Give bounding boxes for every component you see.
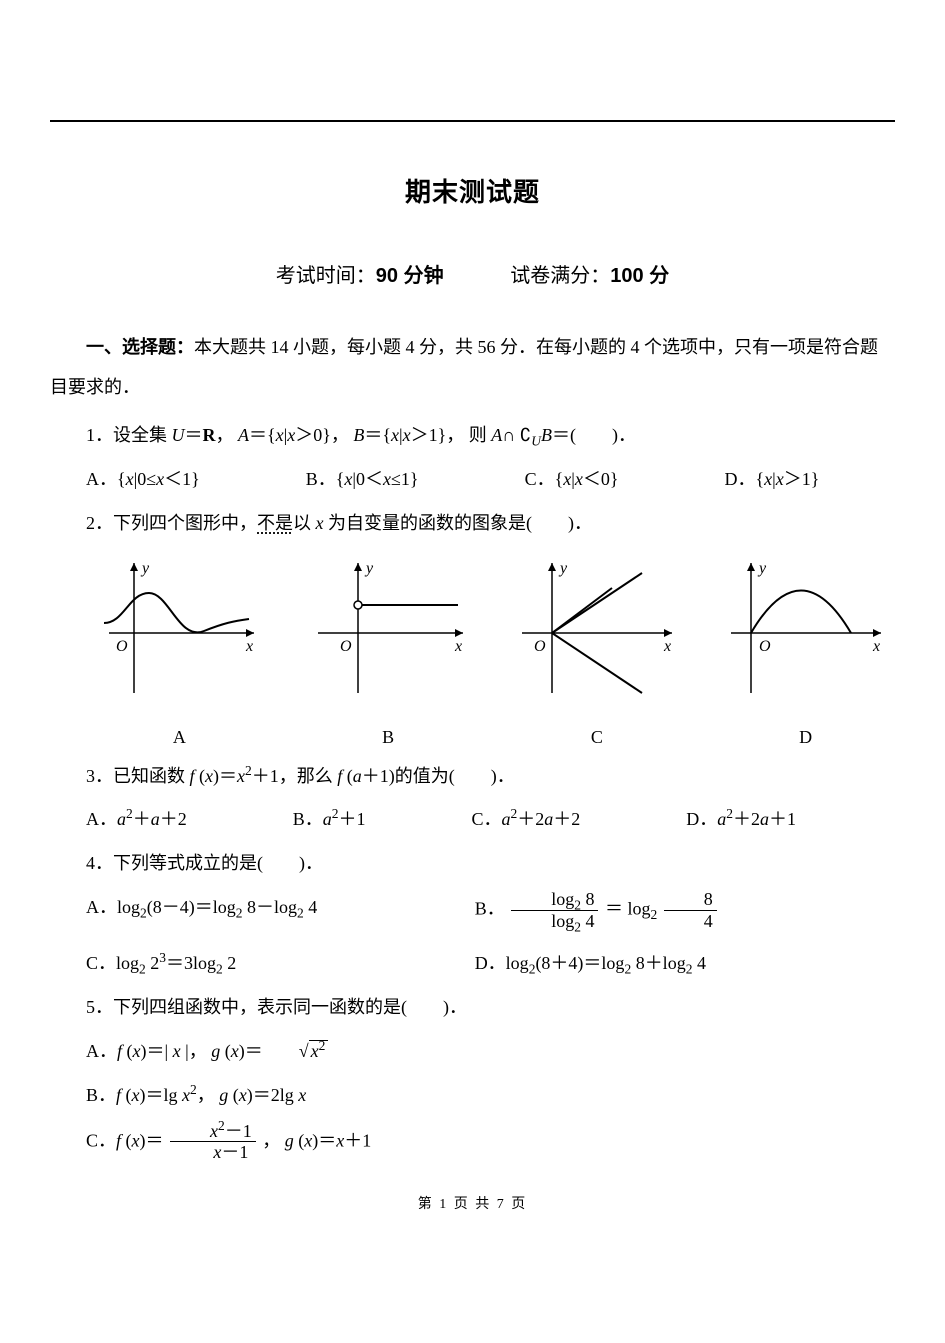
q1-opt-D: D．{x|x＞1} — [688, 461, 819, 499]
q5-stem: 5．下列四组函数中，表示同一函数的是( )． — [50, 989, 895, 1027]
page-footer: 第 1 页 共 7 页 — [50, 1193, 895, 1213]
q3-opt-C: C．a2＋2a＋2 — [436, 801, 581, 839]
q2-chart-A: y x O A — [90, 553, 269, 748]
q2-chart-C: y x O C — [508, 553, 687, 748]
footer-mid: 页 共 — [448, 1197, 497, 1212]
q2-C-o-label: O — [534, 638, 546, 655]
footer-cur: 1 — [439, 1197, 448, 1212]
q2-C-line3 — [552, 588, 612, 633]
q2-D-label: D — [716, 727, 895, 748]
footer-post: 页 — [506, 1197, 528, 1212]
q2-chart-D: y x O D — [716, 553, 895, 748]
q3-opt-A: A．a2＋a＋2 — [50, 801, 187, 839]
q2-chart-D-svg: y x O — [721, 553, 891, 703]
q4-opts: A．log2(8－4)＝log2 8－log2 4 B． log2 8log2 … — [50, 889, 895, 983]
q2-C-label: C — [508, 727, 687, 748]
exam-meta: 考试时间：90 分钟 试卷满分：100 分 — [50, 259, 895, 288]
q2-D-y-label: y — [757, 560, 767, 577]
time-label: 考试时间： — [276, 265, 376, 287]
q2-A-o-label: O — [116, 638, 128, 655]
q2-D-o-label: O — [759, 638, 771, 655]
q1-stem-1: 1．设全集 U＝R， — [86, 425, 234, 445]
score-label: 试卷满分： — [510, 265, 610, 287]
q2-B-o-label: O — [340, 638, 352, 655]
q3-opt-B: B．a2＋1 — [257, 801, 366, 839]
q4-stem: 4．下列等式成立的是( )． — [50, 845, 895, 883]
q1-opt-C: C．{x|x＜0} — [489, 461, 619, 499]
q2-stem: 2．下列四个图形中，不是以 x 为自变量的函数的图象是( )． — [50, 505, 895, 543]
section-heading: 一、选择题：本大题共 14 小题，每小题 4 分，共 56 分．在每小题的 4 … — [50, 328, 895, 407]
q2-A-y-label: y — [140, 560, 150, 577]
q2-C-y-label: y — [558, 560, 568, 577]
q1-stem: 1．设全集 U＝R， A＝{x|x＞0}， B＝{x|x＞1}， 则 A∩ ∁U… — [50, 417, 895, 455]
q4-opt-B: B． log2 8log2 4 ＝ log2 84 — [439, 889, 828, 931]
q2-A-x-label: x — [245, 638, 253, 655]
q2-B-y-label: y — [364, 560, 374, 577]
q5-opt-C: C．f (x)＝ x2－1x－1 ， g (x)＝x＋1 — [50, 1121, 895, 1163]
q2-C-x-label: x — [663, 638, 671, 655]
time-value: 90 分钟 — [376, 265, 444, 287]
q2-A-curve — [104, 593, 249, 632]
footer-tot: 7 — [497, 1197, 506, 1212]
q2-B-x-label: x — [454, 638, 462, 655]
q5-opts: A．f (x)＝| x |， g (x)＝√x2 B．f (x)＝lg x2， … — [50, 1033, 895, 1163]
q2-chart-A-svg: y x O — [94, 553, 264, 703]
q2-chart-C-svg: y x O — [512, 553, 682, 703]
q2-chart-B: y x O B — [299, 553, 478, 748]
q3-opt-D: D．a2＋2a＋1 — [650, 801, 796, 839]
q2-B-open-dot — [354, 601, 362, 609]
q3-opts: A．a2＋a＋2 B．a2＋1 C．a2＋2a＋2 D．a2＋2a＋1 — [50, 801, 895, 839]
section-intro: 一、选择题： — [86, 337, 194, 357]
q5-opt-B: B．f (x)＝lg x2， g (x)＝2lg x — [50, 1077, 895, 1115]
page-container: 期末测试题 考试时间：90 分钟 试卷满分：100 分 一、选择题：本大题共 1… — [0, 0, 945, 1233]
q2-charts: y x O A y x O B — [90, 553, 895, 748]
footer-pre: 第 — [418, 1197, 440, 1212]
q2-chart-B-svg: y x O — [303, 553, 473, 703]
q1-opt-B: B．{x|0＜x≤1} — [270, 461, 419, 499]
q1-ask: 则 A∩ ∁UB＝( )． — [469, 425, 636, 445]
q4-opt-C: C．log2 23＝3log2 2 — [50, 945, 439, 983]
q2-D-x-label: x — [872, 638, 880, 655]
top-rule — [50, 120, 895, 122]
q1-setB: B＝{x|x＞1}， — [353, 425, 464, 445]
q2-C-line2 — [552, 633, 642, 693]
q4-opt-D: D．log2(8＋4)＝log2 8＋log2 4 — [439, 945, 828, 983]
q4-opt-A: A．log2(8－4)＝log2 8－log2 4 — [50, 889, 439, 931]
q1-setA: A＝{x|x＞0}， — [238, 425, 349, 445]
q5-opt-A: A．f (x)＝| x |， g (x)＝√x2 — [50, 1033, 895, 1071]
q1-opts: A．{x|0≤x＜1} B．{x|0＜x≤1} C．{x|x＜0} D．{x|x… — [50, 461, 895, 499]
q2-D-curve — [751, 590, 851, 633]
q3-stem: 3．已知函数 f (x)＝x2＋1，那么 f (a＋1)的值为( )． — [50, 758, 895, 796]
q2-emph: 不是 — [257, 513, 293, 533]
q1-opt-A: A．{x|0≤x＜1} — [50, 461, 200, 499]
q2-A-label: A — [90, 727, 269, 748]
q2-B-label: B — [299, 727, 478, 748]
score-value: 100 分 — [610, 265, 669, 287]
page-title: 期末测试题 — [50, 172, 895, 209]
